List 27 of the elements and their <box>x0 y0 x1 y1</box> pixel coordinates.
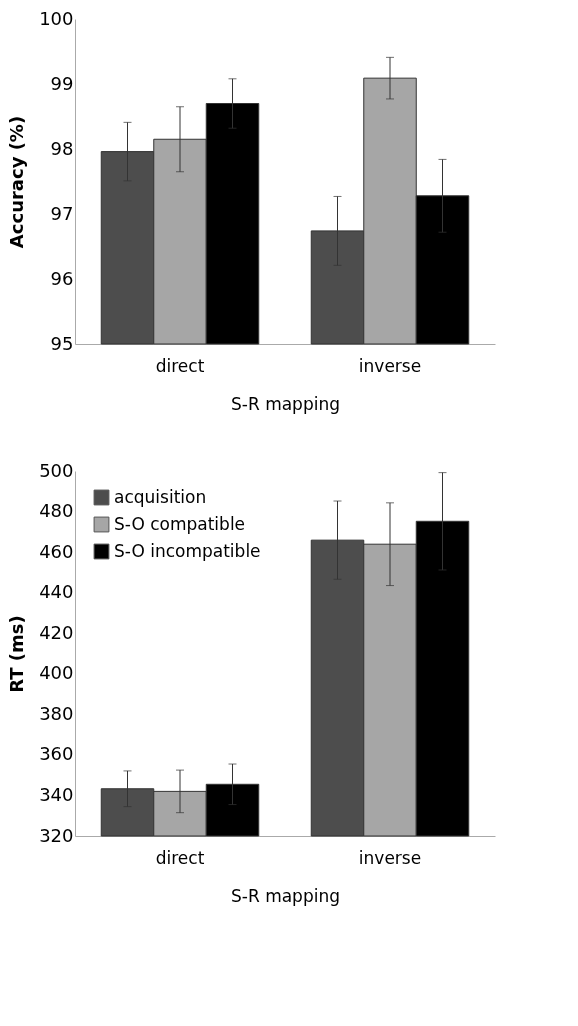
y-tick-label: 380 <box>39 702 74 724</box>
x-axis-title: S-R mapping <box>231 885 340 906</box>
x-tick-label: direct <box>155 847 205 868</box>
y-axis-title: Accuracy (%) <box>6 115 28 249</box>
x-tick-label: inverse <box>358 355 422 376</box>
y-tick-label: 95 <box>50 332 74 354</box>
y-tick-label: 320 <box>39 824 74 846</box>
y-tick-label: 97 <box>50 202 74 224</box>
y-tick-label: 99 <box>50 72 74 94</box>
x-axis-title: S-R mapping <box>231 393 340 414</box>
y-tick-label: 440 <box>39 581 74 603</box>
legend-label: acquisition <box>114 486 207 507</box>
legend-label: S-O incompatible <box>114 540 261 561</box>
y-tick-label: 98 <box>50 137 74 159</box>
y-tick-label: 480 <box>39 500 74 522</box>
x-tick-label: inverse <box>358 847 422 868</box>
y-tick-label: 460 <box>39 540 74 562</box>
y-tick-label: 500 <box>39 459 74 481</box>
y-tick-label: 420 <box>39 621 74 643</box>
y-axis-title: RT (ms) <box>6 615 28 693</box>
y-tick-label: 96 <box>50 267 74 289</box>
y-tick-label: 400 <box>39 662 74 684</box>
y-tick-label: 360 <box>39 743 74 765</box>
x-tick-label: direct <box>155 355 205 376</box>
y-tick-label: 340 <box>39 783 74 805</box>
legend-label: S-O compatible <box>114 513 246 534</box>
y-tick-label: 100 <box>39 7 74 29</box>
